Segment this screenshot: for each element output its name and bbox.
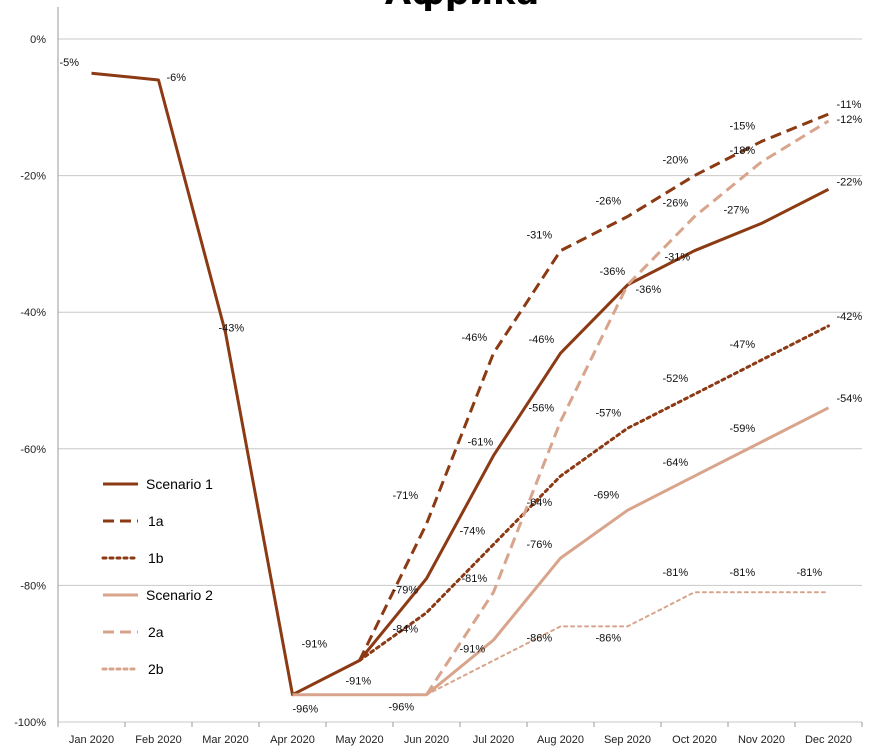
data-label: -64% — [527, 497, 553, 509]
data-label: -96% — [293, 704, 319, 716]
data-label: -81% — [462, 573, 488, 585]
x-tick-label: Aug 2020 — [537, 734, 584, 746]
series-line-2a — [425, 119, 830, 696]
y-tick-label: -80% — [20, 580, 46, 592]
legend-label: Scenario 2 — [146, 587, 213, 603]
series-lines — [91, 71, 830, 697]
y-tick-label: -60% — [20, 444, 46, 456]
series-line-2b — [425, 591, 830, 696]
x-tick-label: Jan 2020 — [69, 734, 114, 746]
x-tick-label: Nov 2020 — [738, 734, 785, 746]
data-label: -56% — [529, 402, 555, 414]
data-label: -12% — [837, 114, 863, 126]
x-tick-label: Dec 2020 — [805, 734, 852, 746]
data-label: -86% — [596, 632, 622, 644]
data-label: -18% — [730, 145, 756, 157]
data-label: -57% — [596, 407, 622, 419]
data-label: -64% — [663, 457, 689, 469]
x-tick-label: Sep 2020 — [604, 734, 651, 746]
data-label: -31% — [665, 252, 691, 264]
data-label: -86% — [527, 632, 553, 644]
data-label: -59% — [730, 423, 756, 435]
data-labels: -5% -6% -43% -96% -91% -79% -61% -46% -36% -31% -2… — [60, 57, 863, 716]
data-label: -46% — [462, 332, 488, 344]
data-label: -20% — [663, 155, 689, 167]
data-label: -43% — [219, 323, 245, 335]
data-label: -81% — [797, 567, 823, 579]
x-tick-label: Jun 2020 — [404, 734, 449, 746]
data-label: -79% — [393, 585, 419, 597]
legend-label: 1b — [148, 550, 164, 566]
series-line-1b — [358, 324, 830, 662]
legend: Scenario 1 1a 1b Scenario 2 2a 2b — [101, 476, 213, 677]
data-label: -61% — [468, 437, 494, 449]
data-label: -5% — [60, 57, 80, 69]
y-tick-label: -100% — [14, 717, 46, 729]
series-line-scenario-1 — [91, 71, 830, 697]
data-label: -52% — [663, 373, 689, 385]
y-tick-label: -40% — [20, 307, 46, 319]
gridlines — [58, 38, 862, 723]
series-line-scenario-2 — [292, 406, 830, 697]
data-label: -27% — [724, 204, 750, 216]
data-label: -22% — [837, 176, 863, 188]
data-label: -91% — [460, 644, 486, 656]
data-label: -91% — [302, 639, 328, 651]
data-label: -36% — [636, 284, 662, 296]
legend-label: Scenario 1 — [146, 476, 213, 492]
data-label: -81% — [663, 567, 689, 579]
x-tick-label: Apr 2020 — [270, 734, 315, 746]
data-label: -54% — [837, 393, 863, 405]
data-label: -11% — [837, 99, 862, 111]
x-tick-label: May 2020 — [335, 734, 383, 746]
data-label: -96% — [389, 702, 415, 714]
data-label: -42% — [837, 311, 863, 323]
y-tick-label: 0% — [30, 34, 46, 46]
legend-label: 1a — [148, 513, 164, 529]
data-label: -31% — [527, 230, 553, 242]
data-label: -81% — [730, 567, 756, 579]
x-tick-label: Oct 2020 — [672, 734, 717, 746]
data-label: -71% — [393, 490, 419, 502]
data-label: -26% — [663, 198, 689, 210]
data-label: -15% — [730, 120, 756, 132]
data-label: -69% — [594, 489, 620, 501]
data-label: -91% — [346, 676, 372, 688]
data-label: -46% — [529, 334, 555, 346]
data-label: -36% — [600, 266, 626, 278]
legend-label: 2a — [148, 624, 164, 640]
legend-label: 2b — [148, 661, 164, 677]
y-tick-label: -20% — [20, 171, 46, 183]
series-line-1a — [358, 112, 830, 662]
x-tick-label: Mar 2020 — [202, 734, 248, 746]
data-label: -26% — [596, 196, 622, 208]
axes: 0% -20% -40% -60% -80% -100% Jan 2020 Feb 2020 M… — [14, 7, 863, 746]
x-tick-label: Jul 2020 — [473, 734, 515, 746]
x-tick-label: Feb 2020 — [135, 734, 181, 746]
data-label: -6% — [167, 72, 187, 84]
chart-title: Африка — [385, 0, 539, 13]
data-label: -76% — [527, 539, 553, 551]
data-label: -84% — [393, 624, 419, 636]
data-label: -74% — [460, 525, 486, 537]
data-label: -47% — [730, 339, 756, 351]
